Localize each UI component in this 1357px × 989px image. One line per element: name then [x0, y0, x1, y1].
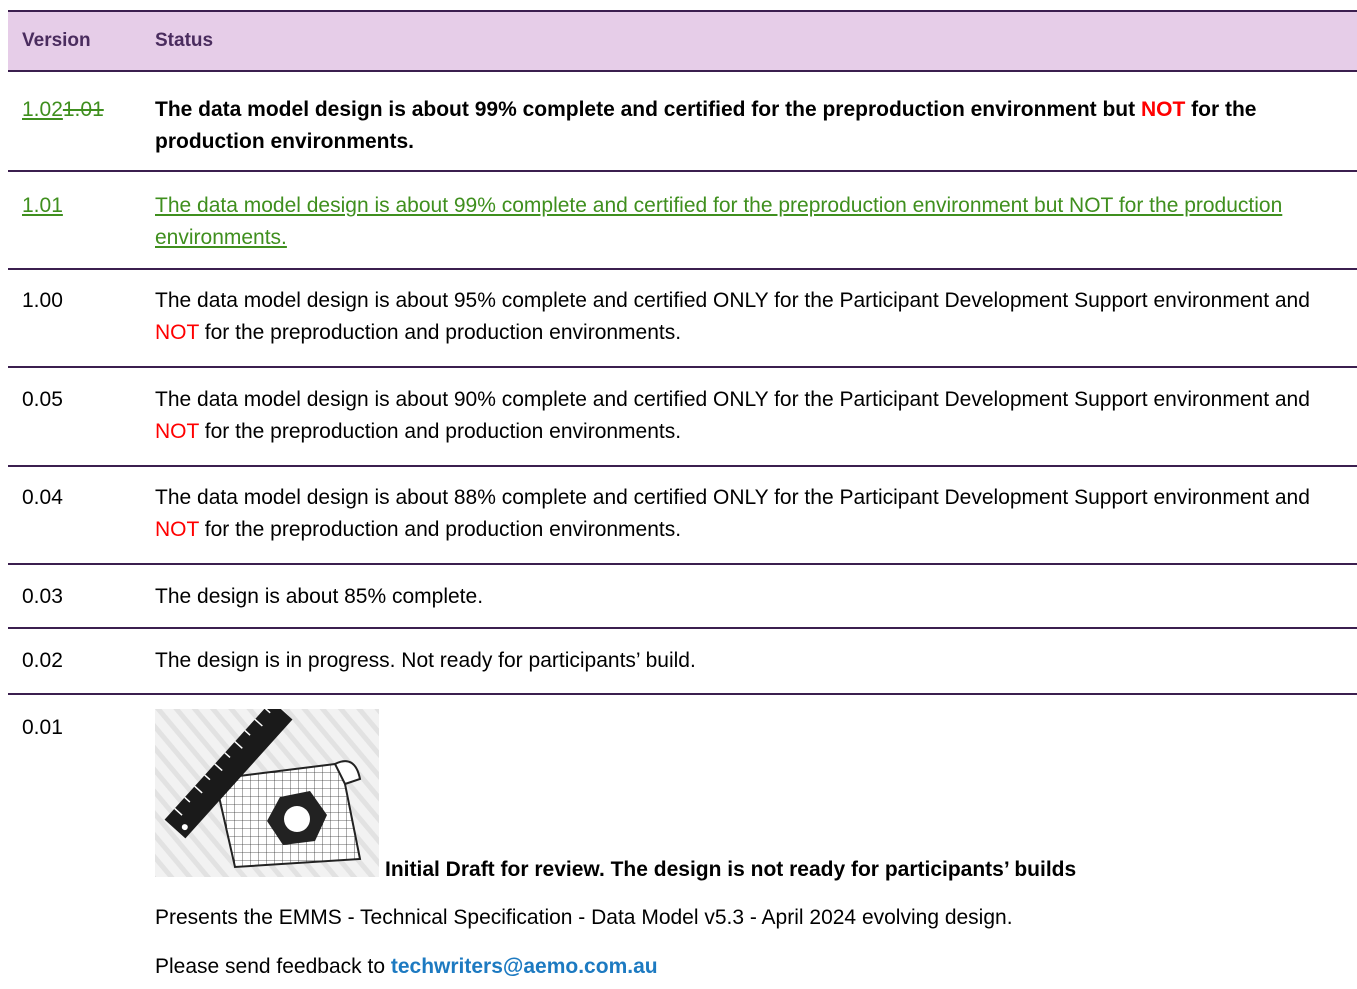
highlight: NOT	[155, 321, 199, 344]
highlight: NOT	[155, 518, 199, 541]
row-separator	[8, 693, 1357, 695]
row-separator	[8, 465, 1357, 467]
text: for the preproduction and production env…	[198, 420, 682, 443]
header-cell: Version	[22, 30, 91, 51]
feedback: Please send feedback to techwriters@aemo…	[155, 951, 1347, 983]
status: The data model design is about 99% compl…	[155, 94, 1347, 158]
status: The data model design is about 88% compl…	[155, 482, 1347, 546]
status: The design is in progress. Not ready for…	[155, 649, 696, 672]
inserted-text: 1.02	[22, 98, 63, 121]
row-separator	[8, 627, 1357, 629]
highlight: NOT	[1140, 98, 1186, 121]
email-link[interactable]: techwriters@aemo.com.au	[390, 955, 658, 978]
row-separator	[8, 563, 1357, 565]
design-icon	[155, 709, 379, 877]
highlight: NOT	[155, 420, 199, 443]
row-separator	[8, 366, 1357, 368]
version: 1.021.01	[22, 94, 104, 126]
status: The data model design is about 99% compl…	[155, 194, 1283, 249]
version: 0.03	[22, 585, 63, 608]
version: 0.01	[22, 716, 63, 739]
version: 0.05	[22, 388, 63, 411]
row-separator	[8, 268, 1357, 270]
text: Please send feedback to	[155, 955, 391, 978]
text: The data model design is about 95% compl…	[155, 289, 1310, 312]
row-separator	[8, 170, 1357, 172]
text: for the preproduction and production env…	[198, 518, 682, 541]
status: The design is about 85% complete.	[155, 585, 484, 608]
text: for the preproduction and production env…	[198, 321, 682, 344]
text: for the production environments.	[155, 98, 1257, 153]
version: 1.01	[22, 194, 63, 217]
version: 0.04	[22, 486, 63, 509]
text: The data model design is about 90% compl…	[155, 388, 1310, 411]
version: 0.02	[22, 649, 63, 672]
text: The data model design is about 88% compl…	[155, 486, 1310, 509]
table-header: Version Status	[8, 10, 1357, 72]
description: Presents the EMMS - Technical Specificat…	[155, 906, 1013, 929]
header-cell: Status	[155, 30, 214, 51]
text: The data model design is about 99% compl…	[155, 98, 1141, 121]
deleted-text: 1.01	[62, 98, 104, 121]
status: The data model design is about 90% compl…	[155, 384, 1347, 448]
status: The data model design is about 95% compl…	[155, 285, 1347, 349]
version: 1.00	[22, 289, 63, 312]
caption: Initial Draft for review. The design is …	[385, 858, 1077, 881]
